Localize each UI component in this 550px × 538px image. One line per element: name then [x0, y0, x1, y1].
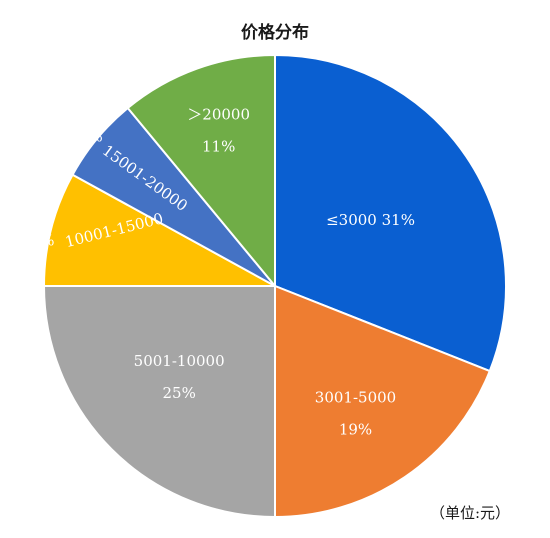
- slice-label: 5001-10000: [134, 352, 225, 370]
- slice-percent-label: 6%: [79, 127, 103, 145]
- slice-percent-label: 11%: [202, 138, 235, 156]
- pie-slices: [42, 53, 507, 519]
- unit-note: （单位:元）: [429, 504, 510, 522]
- slice-percent-label: 19%: [339, 420, 372, 438]
- pie-slice: [42, 285, 276, 519]
- pie-slice: [126, 53, 276, 289]
- slice-label: ＞20000: [187, 106, 250, 124]
- pie-slice: [42, 173, 276, 287]
- slice-label: ≤3000 31%: [326, 211, 415, 229]
- pie-slice: [274, 53, 507, 373]
- pie-slice: [274, 284, 492, 519]
- slice-percent-label: 8%: [31, 231, 55, 249]
- chart-title: 价格分布: [241, 23, 309, 43]
- slice-percent-label: 25%: [162, 384, 195, 402]
- slice-label: 3001-5000: [315, 388, 396, 406]
